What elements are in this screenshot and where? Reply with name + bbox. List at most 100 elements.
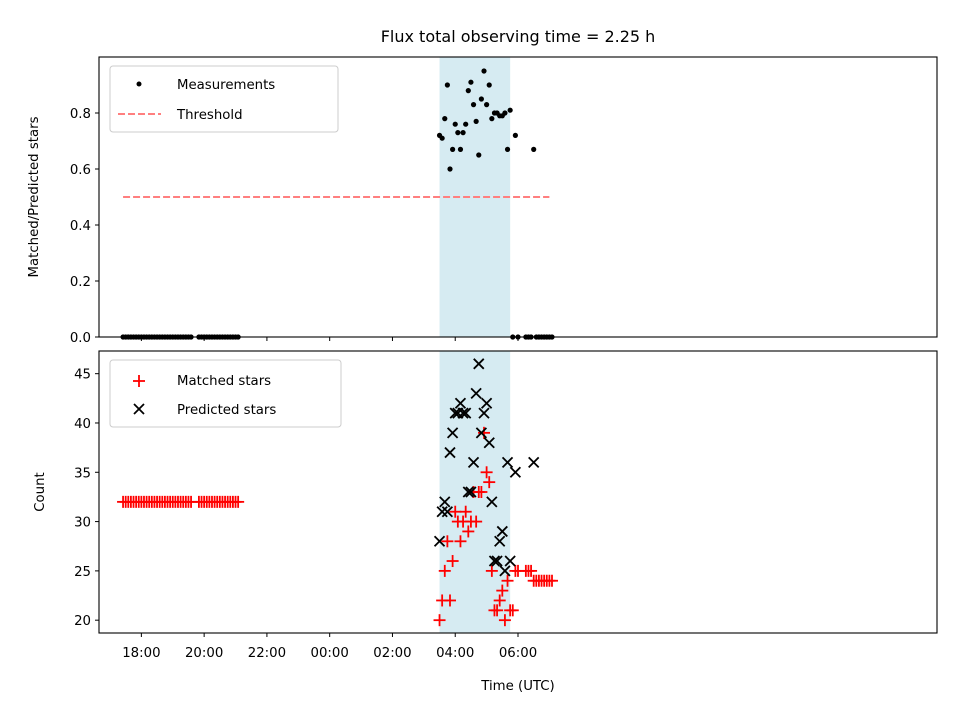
matched-stars-point — [546, 574, 559, 587]
predicted-stars-point — [475, 427, 488, 439]
predicted-stars-point — [509, 466, 522, 478]
matched-stars-point — [232, 495, 245, 508]
matched-stars-point — [438, 564, 451, 577]
matched-stars-point — [477, 426, 490, 439]
measurements-point — [473, 118, 479, 124]
top-y-tick-label: 0.0 — [70, 331, 91, 346]
predicted-stars-point — [436, 506, 448, 518]
x-axis-label: Time (UTC) — [480, 679, 555, 694]
matched-stars-point — [496, 584, 509, 597]
x-tick-label: 00:00 — [311, 646, 349, 661]
bottom-y-tick-label: 25 — [74, 565, 91, 580]
measurements-point — [470, 102, 477, 108]
matched-stars-point — [475, 486, 488, 498]
predicted-stars-point — [446, 427, 459, 439]
x-tick-label: 02:00 — [373, 646, 411, 661]
predicted-stars-point — [467, 456, 480, 469]
measurements-point — [502, 110, 508, 116]
legend-predicted-label: Predicted stars — [177, 403, 276, 418]
predicted-stars-point — [465, 486, 477, 498]
measurements-point — [486, 82, 492, 88]
matched-stars-point — [443, 594, 456, 607]
matched-stars-point — [470, 515, 483, 528]
bottom-y-axis-label: Count — [33, 472, 48, 512]
x-tick-label: 06:00 — [499, 646, 537, 661]
measurements-point — [439, 135, 445, 141]
measurements-point — [512, 132, 518, 138]
matched-stars-point — [493, 594, 506, 607]
bottom-y-tick-label: 40 — [74, 417, 91, 432]
bottom-y-tick-label: 45 — [74, 368, 91, 383]
measurements-point — [455, 130, 461, 136]
legend-measurements-marker — [136, 81, 142, 87]
x-tick-label: 22:00 — [248, 646, 286, 661]
x-tick-label: 18:00 — [122, 646, 160, 661]
predicted-stars-point — [501, 456, 514, 469]
measurements-point — [507, 107, 513, 113]
top-y-tick-label: 0.6 — [70, 163, 91, 178]
measurements-point — [531, 146, 537, 152]
chart-title: Flux total observing time = 2.25 h — [381, 27, 656, 46]
predicted-stars-point — [504, 555, 516, 567]
measurements-point — [476, 152, 482, 158]
measurements-point — [465, 88, 471, 94]
measurements-point — [478, 96, 484, 102]
measurements-point — [504, 146, 511, 152]
predicted-stars-point — [462, 486, 474, 498]
matched-stars-point — [441, 535, 454, 548]
bottom-x-ticks: 18:00 20:00 22:00 00:00 02:00 04:00 06:00 — [122, 633, 537, 661]
top-y-tick-label: 0.8 — [70, 107, 91, 122]
bottom-y-tick-label: 30 — [74, 516, 91, 531]
top-plot-area — [120, 68, 555, 340]
measurements-point — [450, 146, 456, 152]
measurements-point — [444, 82, 450, 88]
measurements-point — [447, 166, 453, 172]
legend-threshold-label: Threshold — [176, 108, 243, 123]
matched-stars-point — [433, 614, 446, 627]
measurements-point — [442, 116, 448, 122]
top-y-axis-label: Matched/Predicted stars — [27, 116, 42, 277]
predicted-stars-point — [454, 397, 467, 409]
predicted-stars-point — [439, 496, 451, 508]
matched-stars-point — [485, 564, 498, 577]
legend-matched-label: Matched stars — [177, 374, 271, 389]
predicted-stars-point — [499, 565, 511, 577]
x-tick-label: 20:00 — [185, 646, 223, 661]
predicted-stars-point — [491, 555, 503, 567]
matched-stars-point — [483, 476, 496, 489]
matched-stars-point — [491, 604, 504, 617]
matched-stars-point — [501, 574, 514, 587]
matched-stars-point — [449, 505, 462, 518]
x-tick-label: 04:00 — [436, 646, 474, 661]
top-axes: Flux total observing time = 2.25 h 0.00.… — [27, 27, 938, 346]
matched-stars-point — [462, 525, 475, 538]
bottom-y-tick-label: 35 — [74, 466, 91, 481]
predicted-stars-point — [460, 407, 472, 419]
matched-stars-point — [525, 564, 538, 577]
measurements-point — [489, 116, 495, 122]
top-legend: Measurements Threshold — [109, 65, 339, 133]
measurements-point — [452, 121, 458, 127]
predicted-stars-point — [480, 397, 493, 409]
legend-measurements-label: Measurements — [177, 78, 275, 93]
predicted-stars-point — [473, 358, 485, 370]
bottom-legend: Matched stars Predicted stars — [109, 359, 342, 428]
matched-stars-point — [498, 614, 511, 627]
bottom-plot-area — [117, 358, 559, 627]
legend-predicted-marker — [133, 403, 145, 415]
top-y-tick-label: 0.4 — [70, 219, 91, 234]
measurements-point — [484, 102, 490, 108]
legend-matched-marker — [133, 375, 145, 387]
top-x-ticks — [140, 337, 519, 341]
bottom-y-ticks: 20 25 30 35 40 45 — [74, 368, 99, 629]
bottom-y-tick-label: 20 — [74, 614, 91, 629]
matched-stars-point — [506, 604, 519, 617]
top-y-tick-label: 0.2 — [70, 275, 91, 290]
predicted-stars-point — [433, 535, 446, 547]
top-y-ticks: 0.0 0.2 0.4 0.6 0.8 — [70, 107, 99, 346]
measurements-point — [468, 79, 474, 85]
predicted-stars-point — [488, 555, 501, 567]
bottom-axes: 20 25 30 35 40 45 18:00 20:00 22:00 00:00 02:00 04… — [33, 350, 938, 694]
measurements-point — [463, 121, 469, 127]
